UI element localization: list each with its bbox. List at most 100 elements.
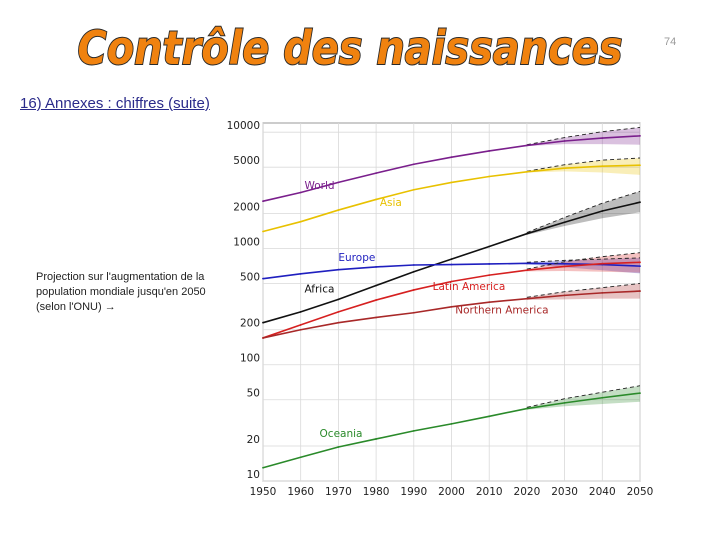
band-africa [526,191,640,235]
x-tick-label: 2050 [627,486,654,498]
series-label-asia: Asia [380,197,402,209]
series-label-africa: Africa [304,283,334,295]
point-world [412,163,415,166]
slide-title: Contrôle des naissances [77,20,624,76]
point-oceania [601,396,604,399]
point-latin-america [412,289,415,291]
high-projection-africa [526,190,641,233]
point-northern-america [375,316,377,319]
point-asia [450,181,453,184]
point-northern-america [639,290,641,292]
point-northern-america [262,337,264,339]
point-asia [337,209,340,211]
point-asia [375,198,377,201]
point-world [563,140,566,142]
point-oceania [412,429,415,432]
point-africa [299,310,302,313]
page-number: 74 [664,36,677,48]
point-latin-america [299,324,302,326]
point-africa [412,270,415,273]
point-asia [526,170,528,173]
point-world [375,172,377,174]
x-tick-label: 1970 [325,486,352,498]
point-northern-america [412,311,415,314]
point-oceania [488,415,491,418]
slide-title-text: Contrôle des naissances [78,21,623,75]
point-africa [337,298,340,301]
high-projection-latin-america [526,252,641,270]
point-oceania [450,422,453,425]
x-tick-label: 2010 [476,486,503,498]
point-europe [375,266,377,268]
series-label-oceania: Oceania [320,428,363,440]
point-world [450,156,453,159]
series-label-latin-america: Latin America [433,281,506,293]
point-asia [601,165,604,168]
point-europe [563,262,566,265]
point-africa [262,321,264,324]
point-europe [262,277,264,280]
y-tick-label: 50 [247,388,260,400]
x-tick-label: 1990 [400,486,427,498]
point-oceania [375,438,377,440]
y-tick-label: 1000 [233,236,260,248]
x-tick-label: 2000 [438,486,465,498]
point-asia [412,188,415,191]
point-latin-america [639,261,641,264]
point-asia [488,175,491,178]
point-africa [488,245,491,248]
point-latin-america [563,265,566,268]
point-europe [337,268,340,271]
high-projection-europe [526,257,641,263]
y-tick-label: 2000 [233,201,260,213]
point-world [639,134,641,137]
point-world [299,191,302,194]
point-northern-america [299,328,302,331]
point-europe [639,265,641,268]
point-africa [639,201,641,204]
x-tick-label: 2040 [589,486,616,498]
x-tick-label: 1980 [363,486,390,498]
series-label-world: World [304,180,334,192]
point-europe [299,272,302,275]
x-tick-label: 2020 [514,486,541,498]
section-subtitle: 16) Annexes : chiffres (suite) [20,95,210,112]
point-oceania [563,401,566,404]
x-tick-label: 2030 [551,486,578,498]
y-tick-label: 10000 [227,120,260,132]
series-label-northern-america: Northern America [455,305,548,317]
point-northern-america [450,305,453,308]
point-europe [412,264,415,266]
point-europe [526,262,528,265]
y-tick-label: 20 [247,434,260,446]
point-latin-america [375,299,377,301]
point-europe [488,263,491,265]
point-northern-america [526,297,528,300]
x-tick-label: 1950 [250,486,277,498]
point-africa [375,284,377,287]
point-africa [450,258,453,261]
population-chart: 1950 1960 1970 1980 1990 2000 2010 2020 2030 2040… [227,120,654,498]
point-latin-america [450,280,453,283]
point-oceania [526,407,528,410]
high-projection-asia [526,157,641,172]
point-oceania [262,466,264,469]
point-oceania [337,446,340,448]
point-northern-america [563,294,566,297]
high-projection-northern-america [526,283,641,298]
point-latin-america [337,310,340,313]
point-northern-america [488,301,491,304]
point-oceania [639,392,641,395]
y-tick-label: 10 [247,469,260,481]
point-latin-america [601,262,604,265]
point-asia [563,167,566,170]
point-europe [450,263,453,266]
point-africa [601,210,604,212]
point-world [262,200,264,203]
point-world [488,150,491,152]
point-oceania [299,456,302,459]
y-tick-label: 100 [240,353,260,365]
point-asia [299,220,302,223]
point-world [526,144,528,147]
point-latin-america [526,269,528,272]
